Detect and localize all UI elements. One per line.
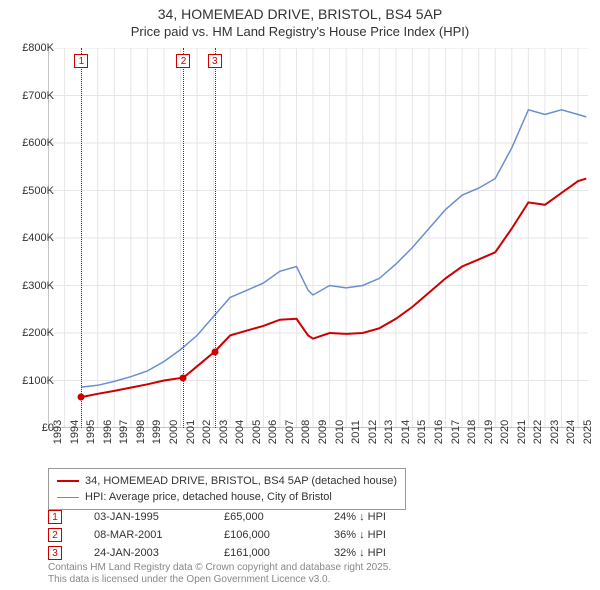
x-tick-label: 2000 bbox=[168, 420, 180, 444]
x-tick-label: 2001 bbox=[185, 420, 197, 444]
sale-row-price: £161,000 bbox=[224, 547, 334, 559]
x-tick-label: 1998 bbox=[135, 420, 147, 444]
x-tick-label: 1993 bbox=[52, 420, 64, 444]
x-tick-label: 2009 bbox=[317, 420, 329, 444]
x-tick-label: 2011 bbox=[350, 420, 362, 444]
x-tick-label: 2004 bbox=[234, 420, 246, 444]
footer-line-2: This data is licensed under the Open Gov… bbox=[48, 574, 391, 586]
sale-row-diff: 36% ↓ HPI bbox=[334, 529, 444, 541]
legend-item-hpi: HPI: Average price, detached house, City… bbox=[57, 489, 397, 505]
x-tick-label: 2005 bbox=[251, 420, 263, 444]
sale-row-diff: 24% ↓ HPI bbox=[334, 511, 444, 523]
footer-line-1: Contains HM Land Registry data © Crown c… bbox=[48, 562, 391, 574]
y-tick-label: £300K bbox=[22, 280, 54, 292]
y-tick-label: £600K bbox=[22, 137, 54, 149]
x-tick-label: 2008 bbox=[300, 420, 312, 444]
series-hpi bbox=[81, 110, 586, 387]
sale-row-price: £65,000 bbox=[224, 511, 334, 523]
plot-svg bbox=[48, 48, 588, 428]
x-tick-label: 2015 bbox=[416, 420, 428, 444]
y-tick-label: £400K bbox=[22, 232, 54, 244]
x-tick-label: 2020 bbox=[499, 420, 511, 444]
chart-container: 34, HOMEMEAD DRIVE, BRISTOL, BS4 5AP Pri… bbox=[0, 0, 600, 590]
x-tick-label: 1997 bbox=[118, 420, 130, 444]
series-property bbox=[81, 179, 586, 398]
sale-row-price: £106,000 bbox=[224, 529, 334, 541]
legend-swatch-hpi bbox=[57, 497, 79, 498]
sale-row-date: 24-JAN-2003 bbox=[94, 547, 224, 559]
sales-table: 1 03-JAN-1995£65,00024% ↓ HPI 2 08-MAR-2001… bbox=[48, 508, 444, 562]
sale-dot-2 bbox=[180, 374, 187, 381]
x-tick-label: 2006 bbox=[267, 420, 279, 444]
x-tick-label: 2025 bbox=[582, 420, 594, 444]
legend-label-hpi: HPI: Average price, detached house, City… bbox=[85, 489, 332, 505]
x-tick-label: 2017 bbox=[450, 420, 462, 444]
x-tick-label: 2019 bbox=[483, 420, 495, 444]
sale-row-date: 08-MAR-2001 bbox=[94, 529, 224, 541]
x-tick-label: 1994 bbox=[69, 420, 81, 444]
title-block: 34, HOMEMEAD DRIVE, BRISTOL, BS4 5AP Pri… bbox=[0, 0, 600, 39]
y-tick-label: £500K bbox=[22, 185, 54, 197]
x-tick-label: 2003 bbox=[218, 420, 230, 444]
sale-dot-3 bbox=[211, 348, 218, 355]
sale-row-marker: 1 bbox=[48, 510, 62, 524]
x-tick-label: 2002 bbox=[201, 420, 213, 444]
sale-vline-3 bbox=[215, 48, 216, 428]
sale-marker-1: 1 bbox=[74, 54, 88, 68]
sale-row-date: 03-JAN-1995 bbox=[94, 511, 224, 523]
sale-marker-3: 3 bbox=[208, 54, 222, 68]
legend-swatch-property bbox=[57, 480, 79, 482]
y-tick-label: £100K bbox=[22, 375, 54, 387]
x-tick-label: 1995 bbox=[85, 420, 97, 444]
y-tick-label: £700K bbox=[22, 90, 54, 102]
sale-vline-1 bbox=[81, 48, 82, 428]
x-tick-label: 2007 bbox=[284, 420, 296, 444]
y-tick-label: £200K bbox=[22, 327, 54, 339]
x-tick-label: 2010 bbox=[334, 420, 346, 444]
sale-row: 2 08-MAR-2001£106,00036% ↓ HPI bbox=[48, 526, 444, 544]
x-tick-label: 1999 bbox=[151, 420, 163, 444]
x-tick-label: 2014 bbox=[400, 420, 412, 444]
legend: 34, HOMEMEAD DRIVE, BRISTOL, BS4 5AP (de… bbox=[48, 468, 406, 510]
x-tick-label: 2013 bbox=[383, 420, 395, 444]
legend-item-property: 34, HOMEMEAD DRIVE, BRISTOL, BS4 5AP (de… bbox=[57, 473, 397, 489]
sale-marker-2: 2 bbox=[176, 54, 190, 68]
sale-row-diff: 32% ↓ HPI bbox=[334, 547, 444, 559]
sale-row-marker: 2 bbox=[48, 528, 62, 542]
sale-dot-1 bbox=[78, 394, 85, 401]
chart-subtitle: Price paid vs. HM Land Registry's House … bbox=[0, 24, 600, 39]
footer: Contains HM Land Registry data © Crown c… bbox=[48, 562, 391, 586]
chart-title: 34, HOMEMEAD DRIVE, BRISTOL, BS4 5AP bbox=[0, 6, 600, 22]
sale-row-marker: 3 bbox=[48, 546, 62, 560]
x-tick-label: 2023 bbox=[549, 420, 561, 444]
x-tick-label: 2016 bbox=[433, 420, 445, 444]
x-tick-label: 2021 bbox=[516, 420, 528, 444]
x-tick-label: 2018 bbox=[466, 420, 478, 444]
y-tick-label: £800K bbox=[22, 42, 54, 54]
x-tick-label: 1996 bbox=[102, 420, 114, 444]
sale-vline-2 bbox=[183, 48, 184, 428]
legend-label-property: 34, HOMEMEAD DRIVE, BRISTOL, BS4 5AP (de… bbox=[85, 473, 397, 489]
x-tick-label: 2024 bbox=[565, 420, 577, 444]
sale-row: 1 03-JAN-1995£65,00024% ↓ HPI bbox=[48, 508, 444, 526]
x-tick-label: 2022 bbox=[532, 420, 544, 444]
sale-row: 3 24-JAN-2003£161,00032% ↓ HPI bbox=[48, 544, 444, 562]
x-tick-label: 2012 bbox=[367, 420, 379, 444]
plot-area: 1 2 3 bbox=[48, 48, 588, 428]
